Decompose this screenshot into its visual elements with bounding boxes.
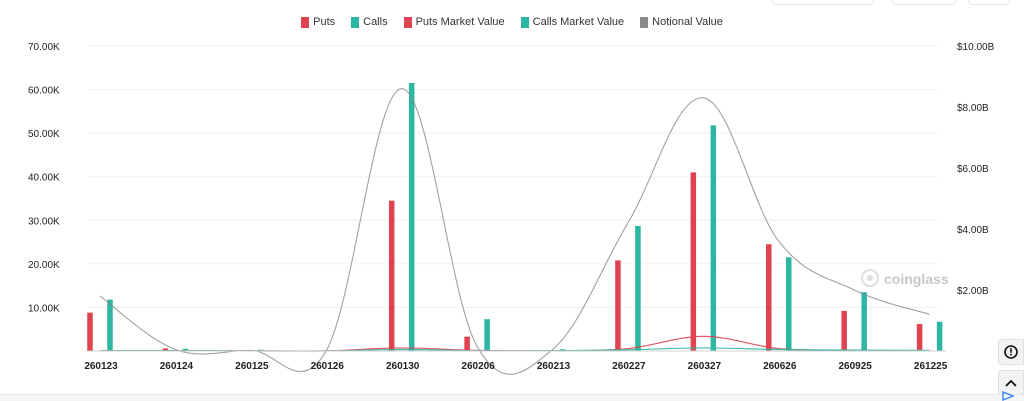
- watermark: coinglass: [861, 269, 949, 287]
- bars-layer: [87, 83, 943, 352]
- grid-layer: [88, 45, 938, 308]
- x-tick-label: 260626: [763, 361, 797, 372]
- y-left-tick-label: 10.00K: [28, 303, 60, 314]
- ad-choices-icon[interactable]: [1002, 391, 1014, 401]
- y-right-tick-label: $10.00B: [957, 42, 995, 53]
- legend-puts[interactable]: Puts: [301, 16, 335, 28]
- x-tick-label: 260925: [838, 361, 872, 372]
- y-right-tick-label: $6.00B: [957, 164, 989, 175]
- bar-calls[interactable]: [107, 299, 113, 351]
- coinglass-logo-icon: [861, 269, 879, 287]
- bar-puts[interactable]: [690, 172, 697, 351]
- x-tick-label: 260124: [160, 361, 194, 372]
- top-control-2[interactable]: [892, 0, 956, 5]
- x-tick-label: 260213: [537, 361, 571, 372]
- bar-puts[interactable]: [162, 348, 169, 351]
- bar-calls[interactable]: [484, 319, 490, 351]
- bar-puts[interactable]: [388, 200, 395, 351]
- legend-swatch-notional-value: [640, 16, 649, 28]
- bar-calls[interactable]: [408, 83, 415, 352]
- legend-label-calls-market-value: Calls Market Value: [532, 16, 625, 28]
- top-control-1[interactable]: [772, 0, 874, 5]
- top-control-3[interactable]: [968, 0, 1010, 5]
- watermark-text: coinglass: [884, 271, 949, 287]
- legend-label-calls: Calls: [363, 16, 388, 28]
- legend-calls-market-value[interactable]: Calls Market Value: [520, 16, 625, 28]
- x-tick-label: 260206: [461, 361, 495, 372]
- lines-layer: [99, 88, 930, 375]
- x-tick-label: 260130: [386, 361, 420, 372]
- bar-puts[interactable]: [766, 244, 772, 351]
- axis-layer: 10.00K 20.00K 30.00K 40.00K 50.00K 60.00K 70.0…: [28, 42, 995, 372]
- bar-calls[interactable]: [786, 257, 792, 351]
- legend-swatch-puts-market-value: [403, 16, 412, 28]
- legend-puts-market-value[interactable]: Puts Market Value: [403, 16, 505, 28]
- chart-legend: Puts Calls Puts Market Value Calls Marke…: [0, 16, 1024, 28]
- x-tick-label: 260227: [612, 361, 646, 372]
- line-notional-value[interactable]: [99, 88, 930, 375]
- y-left-tick-label: 50.00K: [28, 129, 60, 140]
- legend-notional-value[interactable]: Notional Value: [640, 16, 723, 28]
- legend-swatch-puts: [301, 16, 310, 28]
- y-right-tick-label: $2.00B: [957, 286, 989, 297]
- feedback-button[interactable]: [998, 339, 1024, 365]
- bar-puts[interactable]: [87, 312, 93, 351]
- x-tick-label: 261225: [914, 361, 948, 372]
- line-puts-market-value[interactable]: [99, 335, 930, 352]
- x-tick-label: 260123: [84, 361, 118, 372]
- y-left-tick-label: 60.00K: [28, 86, 60, 97]
- bar-calls[interactable]: [936, 321, 943, 351]
- bar-puts[interactable]: [841, 310, 847, 351]
- bar-puts[interactable]: [615, 260, 621, 351]
- x-tick-label: 260125: [235, 361, 269, 372]
- legend-calls[interactable]: Calls: [351, 16, 388, 28]
- y-left-tick-label: 20.00K: [28, 260, 60, 271]
- legend-label-notional-value: Notional Value: [652, 16, 723, 28]
- x-tick-label: 260327: [688, 361, 722, 372]
- y-right-tick-label: $4.00B: [957, 225, 989, 236]
- legend-label-puts-market-value: Puts Market Value: [415, 16, 505, 28]
- legend-label-puts: Puts: [313, 16, 336, 28]
- legend-swatch-calls: [351, 16, 360, 28]
- bottom-strip: [0, 394, 1024, 401]
- chevron-up-icon: [1005, 379, 1017, 387]
- bar-puts[interactable]: [464, 336, 470, 351]
- x-tick-label: 260126: [311, 361, 345, 372]
- y-right-tick-label: $8.00B: [957, 103, 989, 114]
- bar-calls[interactable]: [710, 125, 717, 351]
- alert-circle-icon: [1004, 345, 1018, 359]
- bar-puts[interactable]: [916, 323, 923, 351]
- bar-calls[interactable]: [182, 348, 189, 351]
- y-left-tick-label: 30.00K: [28, 216, 60, 227]
- legend-swatch-calls-market-value: [520, 16, 529, 28]
- y-left-tick-label: 70.00K: [28, 42, 60, 53]
- bar-calls[interactable]: [861, 292, 867, 351]
- y-left-tick-label: 40.00K: [28, 173, 60, 184]
- bar-calls[interactable]: [635, 225, 641, 351]
